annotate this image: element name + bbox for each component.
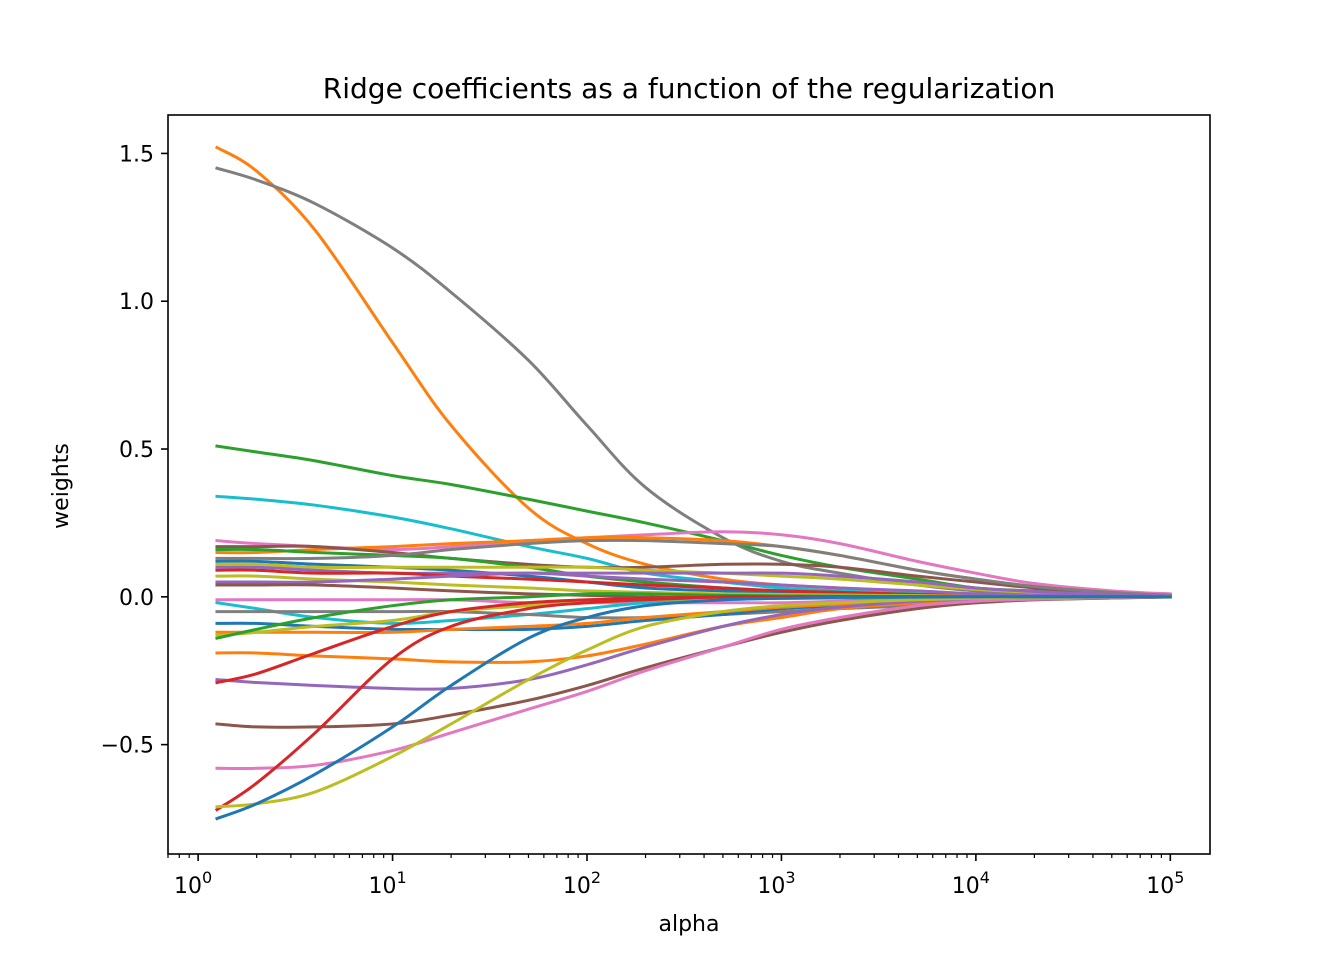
axis-ticks: 100 101 102 103 104 105−0.50.00.51.01.5 <box>101 142 1185 899</box>
y-tick-label: 0.5 <box>119 438 154 463</box>
y-tick-label: 1.5 <box>119 142 154 167</box>
series-line-15 <box>215 571 1172 599</box>
y-tick-label: 1.0 <box>119 290 154 315</box>
y-tick-label: −0.5 <box>101 734 154 759</box>
series-line-28 <box>215 595 1172 770</box>
y-tick-label: 0.0 <box>119 586 154 611</box>
y-axis-label: weights <box>49 443 74 529</box>
series-line-31 <box>215 595 1172 821</box>
series-line-7 <box>215 544 1172 597</box>
series-lines <box>214 145 1172 821</box>
series-line-9 <box>215 538 1172 597</box>
chart-title: Ridge coefficients as a function of the … <box>323 72 1055 105</box>
series-line-2 <box>215 166 1172 599</box>
plot-frame <box>167 114 1211 855</box>
x-axis-label: alpha <box>659 912 720 937</box>
